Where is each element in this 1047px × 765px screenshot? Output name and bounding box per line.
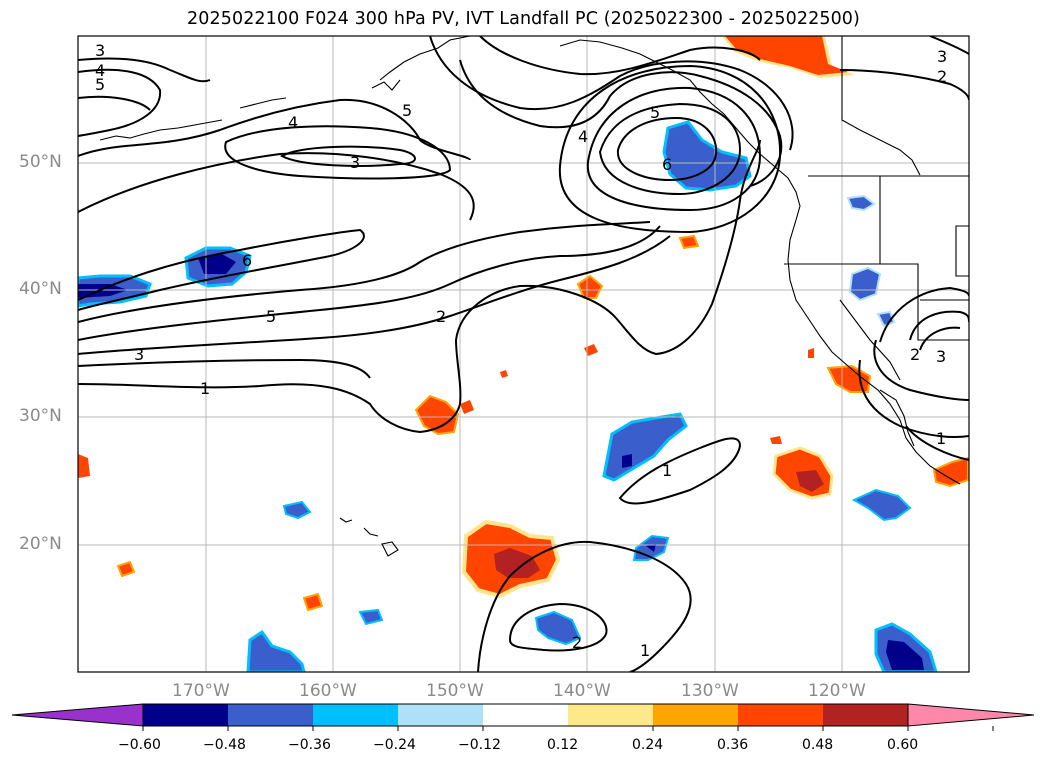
colorbar-segment — [823, 704, 908, 726]
pv-contours — [78, 36, 969, 672]
colorbar-extend-max — [907, 703, 1035, 727]
map-frame — [77, 35, 970, 673]
colorbar-tick-label: −0.24 — [373, 737, 416, 753]
contour-label: 5 — [402, 101, 412, 120]
colorbar-segment — [738, 704, 823, 726]
colorbar-tick-label: 0.12 — [547, 737, 579, 753]
colorbar-segment — [313, 704, 398, 726]
colorbar-segment — [228, 704, 313, 726]
lat-label: 50°N — [19, 152, 62, 172]
colorbar-tick-label: −0.36 — [288, 737, 331, 753]
lon-label: 140°W — [553, 681, 611, 701]
colorbar-segment — [568, 704, 653, 726]
contour-label: 3 — [936, 347, 946, 366]
contour-label: 1 — [662, 461, 672, 480]
shaded-anomaly-layer — [78, 36, 969, 672]
contour-label: 2 — [910, 345, 920, 364]
lon-label: 170°W — [172, 681, 230, 701]
contour-label: 3 — [95, 41, 105, 60]
contour-label: 1 — [936, 429, 946, 448]
contour-label: 5 — [266, 307, 276, 326]
contour-label: 2 — [937, 67, 947, 86]
colorbar-segments — [11, 703, 1035, 727]
lon-label: 160°W — [299, 681, 357, 701]
colorbar-tick-label: 0.60 — [887, 737, 919, 753]
contour-label: 2 — [572, 633, 582, 652]
contour-label: 3 — [937, 47, 947, 66]
lat-label: 40°N — [19, 279, 62, 299]
contour-label: 4 — [578, 127, 588, 146]
contour-label: 6 — [242, 251, 252, 270]
contour-label: 3 — [350, 153, 360, 172]
colorbar-tick-label: 0.36 — [717, 737, 749, 753]
map-panel: 3 4 5 4 3 5 6 5 3 1 2 4 5 6 3 2 3 2 1 1 … — [77, 35, 970, 673]
colorbar-tick-label: 0.48 — [802, 737, 834, 753]
contour-label: 1 — [640, 641, 650, 660]
lat-label: 30°N — [19, 406, 62, 426]
colorbar-segment — [483, 704, 568, 726]
coastlines — [99, 36, 969, 557]
colorbar-extend-min — [11, 703, 144, 727]
lat-label: 20°N — [19, 534, 62, 554]
map-title: 2025022100 F024 300 hPa PV, IVT Landfall… — [187, 9, 860, 29]
contour-label: 5 — [95, 75, 105, 94]
contour-label: 1 — [200, 379, 210, 398]
contour-label: 4 — [95, 61, 105, 80]
contour-label-layer: 3 4 5 4 3 5 6 5 3 1 2 4 5 6 3 2 3 2 1 1 … — [95, 41, 947, 660]
colorbar-ticks — [142, 726, 994, 731]
contour-label: 2 — [436, 307, 446, 326]
lon-label: 130°W — [681, 681, 739, 701]
colorbar-segment — [398, 704, 483, 726]
contour-label: 5 — [650, 103, 660, 122]
lon-label: 120°W — [808, 681, 866, 701]
colorbar-segment — [143, 704, 228, 726]
lon-label: 150°W — [426, 681, 484, 701]
colorbar-tick-label: −0.48 — [203, 737, 246, 753]
contour-label: 4 — [288, 113, 298, 132]
colorbar-tick-label: −0.12 — [458, 737, 501, 753]
negative-anomaly — [78, 120, 938, 672]
contour-label: 3 — [134, 345, 144, 364]
colorbar-tick-label: 0.24 — [632, 737, 664, 753]
contour-label: 6 — [662, 155, 672, 174]
colorbar-frame — [142, 703, 909, 727]
colorbar-tick-label: −0.60 — [118, 737, 161, 753]
colorbar-segment — [653, 704, 738, 726]
